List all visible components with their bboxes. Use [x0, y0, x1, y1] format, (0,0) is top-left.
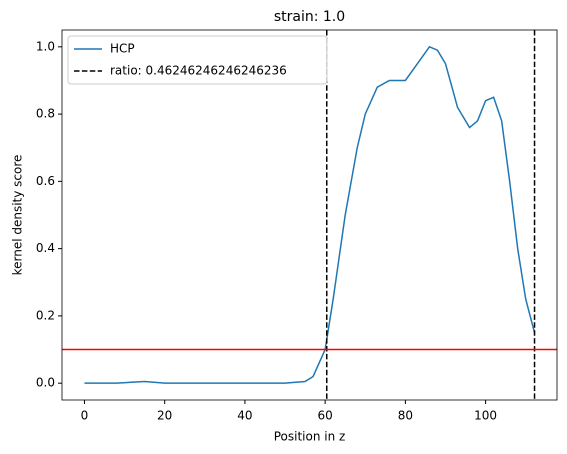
x-tick-label: 60	[318, 409, 333, 423]
y-tick-label: 0.4	[36, 241, 55, 255]
axes-frame	[61, 29, 558, 401]
y-tick-label: 0.2	[36, 308, 55, 322]
data-line	[84, 45, 536, 384]
chart-title: strain: 1.0	[274, 9, 345, 25]
y-tick-label: 1.0	[36, 39, 55, 53]
legend-label: HCP	[110, 42, 135, 56]
y-axis-label: kernel density score	[11, 155, 25, 276]
x-tick-label: 20	[157, 409, 172, 423]
y-tick-label: 0.6	[36, 174, 55, 188]
x-tick-label: 0	[81, 409, 89, 423]
x-tick-label: 80	[398, 409, 413, 423]
x-tick-label: 100	[474, 409, 497, 423]
legend-box	[67, 35, 328, 85]
y-tick-label: 0.0	[36, 376, 55, 390]
x-tick-label: 40	[237, 409, 252, 423]
legend-label: ratio: 0.46246246246246236	[110, 64, 287, 78]
y-tick-label: 0.8	[36, 107, 55, 121]
x-axis-label: Position in z	[274, 430, 346, 444]
